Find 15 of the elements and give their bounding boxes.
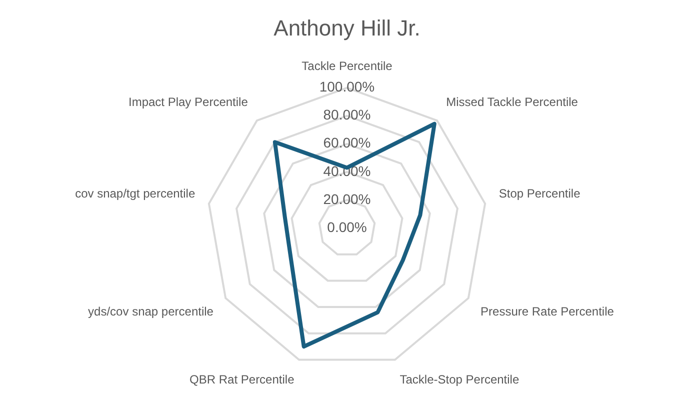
spoke-label: cov snap/tgt percentile xyxy=(75,186,196,200)
spoke-label: yds/cov snap percentile xyxy=(88,304,214,319)
spoke-label: Pressure Rate Percentile xyxy=(480,304,614,319)
y-tick-label: 60.00% xyxy=(323,134,371,151)
spoke-label: Missed Tackle Percentile xyxy=(446,94,578,109)
chart-title: Anthony Hill Jr. xyxy=(274,15,420,40)
y-tick-label: 20.00% xyxy=(323,190,371,207)
spoke-label: Tackle-Stop Percentile xyxy=(400,372,520,386)
spoke-label: Impact Play Percentile xyxy=(128,94,248,109)
spoke-label: QBR Rat Percentile xyxy=(190,372,295,386)
y-tick-label: 80.00% xyxy=(323,106,371,123)
spoke-label: Stop Percentile xyxy=(498,186,581,200)
y-tick-label: 0.00% xyxy=(327,218,367,235)
spoke-label: Tackle Percentile xyxy=(302,58,393,73)
y-tick-label: 100.00% xyxy=(319,78,375,95)
